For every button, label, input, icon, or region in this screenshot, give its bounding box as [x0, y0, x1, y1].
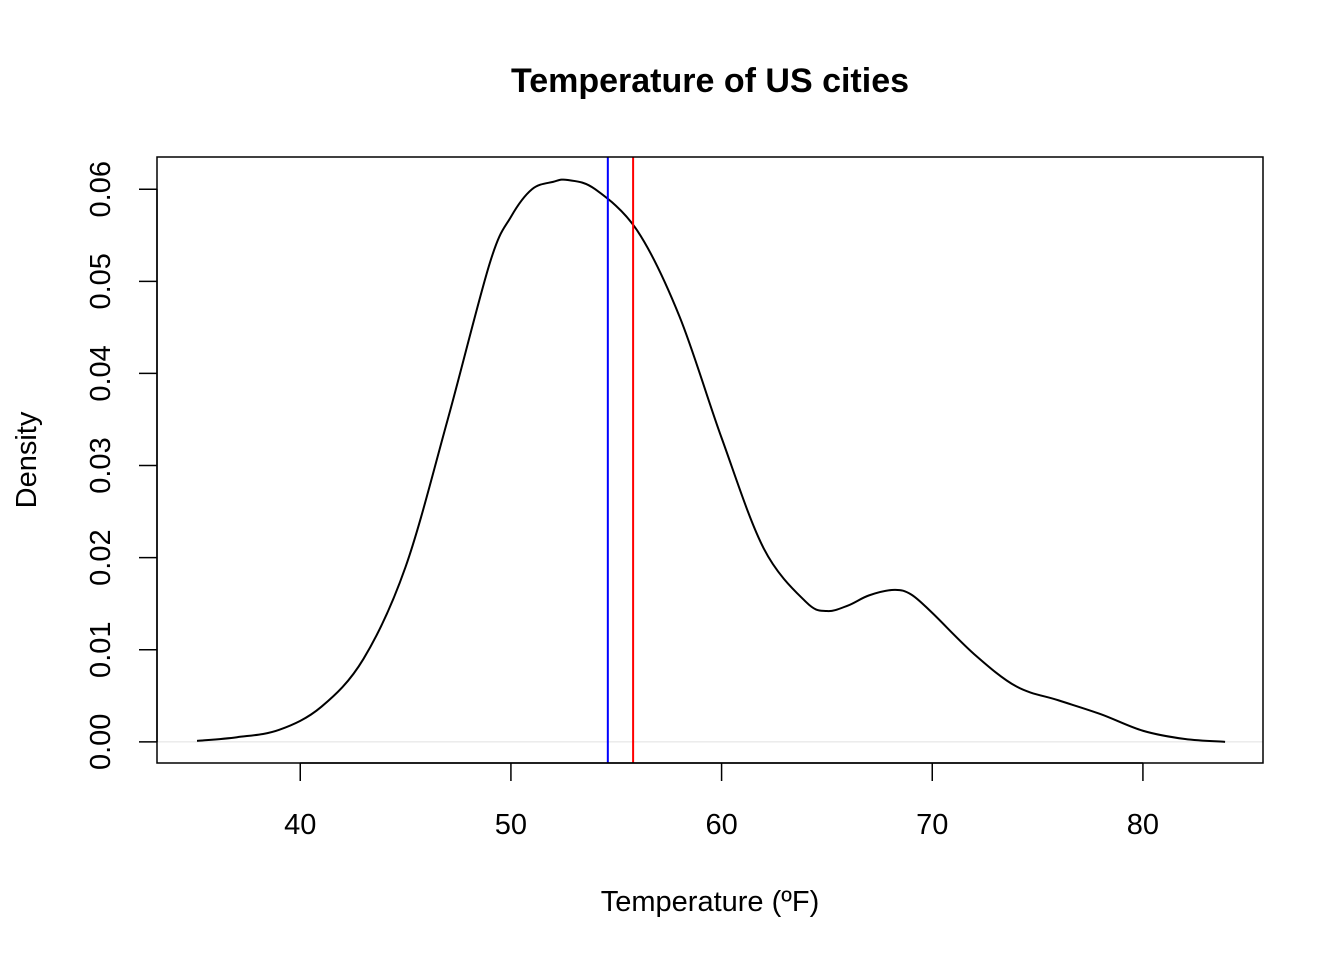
- y-tick-label: 0.02: [85, 529, 117, 585]
- x-tick-label: 60: [705, 809, 737, 841]
- x-axis-label: Temperature (ºF): [601, 886, 819, 918]
- y-tick-label: 0.06: [85, 161, 117, 217]
- x-tick-label: 70: [916, 809, 948, 841]
- y-tick-label: 0.00: [85, 714, 117, 770]
- x-tick-label: 80: [1127, 809, 1159, 841]
- x-axis: 40 50 60 70 80: [284, 762, 1159, 841]
- y-tick-label: 0.03: [85, 437, 117, 493]
- plot-frame: [156, 156, 1264, 764]
- density-curve-0: [196, 178, 1226, 743]
- y-axis: 0.00 0.01 0.02 0.03 0.04 0.05 0.06: [85, 161, 158, 770]
- plot-layer: [157, 157, 1263, 763]
- y-tick-label: 0.01: [85, 621, 117, 677]
- x-tick-label: 50: [495, 809, 527, 841]
- x-tick-label: 40: [284, 809, 316, 841]
- y-tick-label: 0.05: [85, 253, 117, 309]
- y-tick-label: 0.04: [85, 345, 117, 401]
- chart-title: Temperature of US cities: [511, 62, 909, 100]
- y-axis-label: Density: [11, 411, 43, 508]
